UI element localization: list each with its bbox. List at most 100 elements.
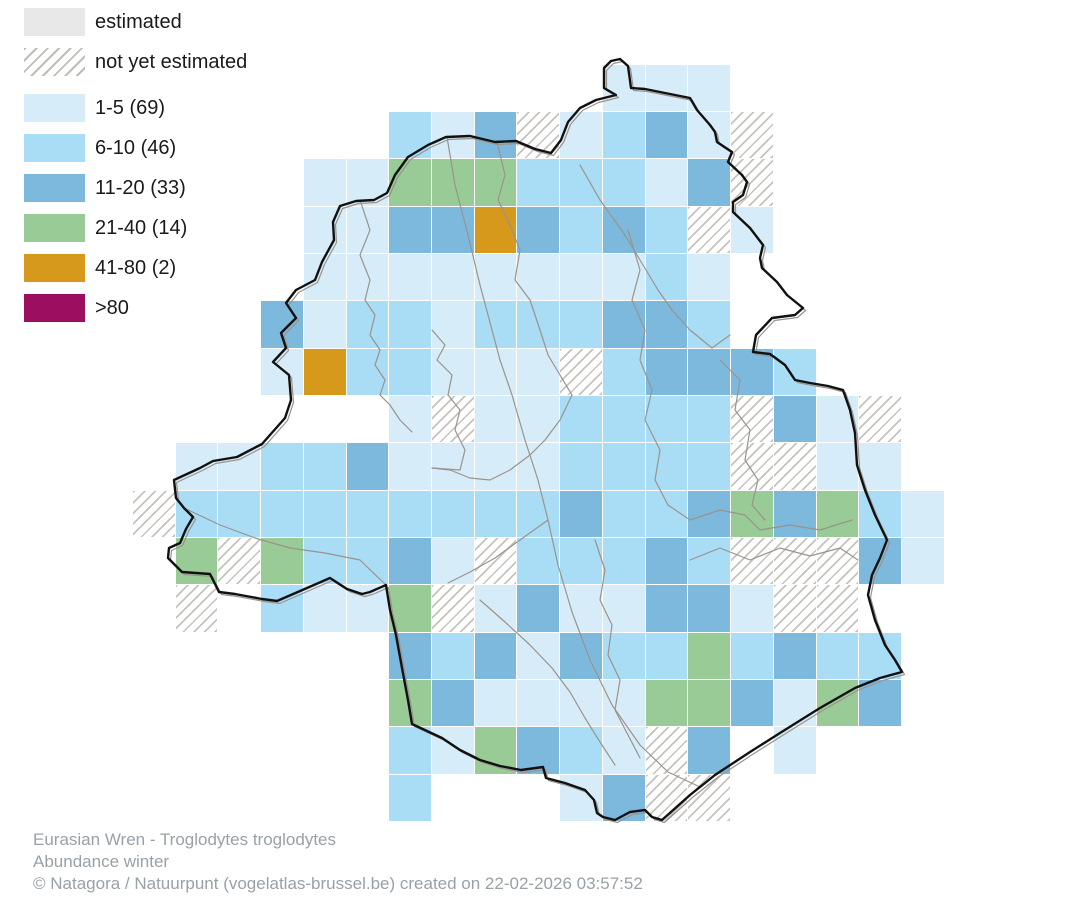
grid-cell-r7-c11 (602, 396, 645, 443)
grid-cell-r12-c10 (560, 632, 602, 679)
grid-cell-r9-c3 (261, 490, 303, 537)
grid-cell-r8-c16 (816, 443, 859, 490)
grid-cell-r11-c9 (517, 585, 560, 632)
grid-cell-r9-c12 (645, 490, 688, 537)
legend-swatch-class-41-80 (24, 254, 85, 282)
grid-cell-r3-c12 (645, 206, 688, 254)
grid-cell-r9-c1 (175, 490, 218, 537)
legend-item-class-6-10: 6-10 (46) (24, 134, 247, 162)
grid-cell-r7-c6 (389, 396, 432, 443)
grid-cell-r3-c11 (602, 206, 645, 254)
grid-cell-r10-c14 (731, 538, 773, 585)
grid-cell-r6-c6 (389, 348, 432, 396)
grid-cell-r11-c5 (346, 585, 389, 632)
legend-label-estimated: estimated (95, 10, 182, 33)
grid-cell-r7-c9 (517, 396, 560, 443)
legend-swatch-class-1-5 (24, 94, 85, 122)
grid-cell-r14-c9 (517, 727, 560, 774)
grid-cell-r15-c10 (560, 774, 602, 821)
grid-cell-r6-c5 (346, 348, 389, 396)
grid-cell-r1-c11 (602, 112, 645, 159)
grid-cell-r9-c5 (346, 490, 389, 537)
grid-cell-r10-c3 (261, 538, 303, 585)
grid-cell-r10-c13 (688, 538, 731, 585)
grid-cell-r13-c8 (474, 679, 517, 727)
grid-cell-r14-c6 (389, 727, 432, 774)
grid-cell-r9-c2 (218, 490, 261, 537)
grid-cell-r11-c6 (389, 585, 432, 632)
grid-cell-r12-c6 (389, 632, 432, 679)
grid-cell-r10-c5 (346, 538, 389, 585)
grid-cell-r15-c12 (645, 774, 688, 821)
grid-cell-r13-c13 (688, 679, 731, 727)
grid-cell-r8-c8 (474, 443, 517, 490)
grid-cell-r9-c0 (133, 490, 175, 537)
grid-cell-r5-c10 (560, 301, 602, 348)
grid-cell-r8-c14 (731, 443, 773, 490)
grid-cell-r13-c17 (859, 679, 901, 727)
grid-cell-r5-c3 (261, 301, 303, 348)
grid-cell-r9-c8 (474, 490, 517, 537)
grid-cell-r8-c15 (773, 443, 816, 490)
grid-cell-r11-c14 (731, 585, 773, 632)
grid-cell-r7-c7 (432, 396, 474, 443)
grid-cell-r10-c18 (901, 538, 944, 585)
grid-cell-r5-c5 (346, 301, 389, 348)
grid-cell-r1-c6 (389, 112, 432, 159)
grid-cell-r13-c10 (560, 679, 602, 727)
grid-cell-r8-c3 (261, 443, 303, 490)
grid-cell-r3-c9 (517, 206, 560, 254)
grid-cell-r7-c10 (560, 396, 602, 443)
grid-cell-r4-c8 (474, 254, 517, 301)
grid-cell-r8-c13 (688, 443, 731, 490)
grid-cell-r11-c8 (474, 585, 517, 632)
grid-cell-r2-c10 (560, 159, 602, 206)
grid-cell-r14-c12 (645, 727, 688, 774)
grid-cell-r7-c12 (645, 396, 688, 443)
grid-cell-r1-c8 (474, 112, 517, 159)
legend-item-class-21-40: 21-40 (14) (24, 214, 247, 242)
grid-cell-r1-c12 (645, 112, 688, 159)
grid-cell-r1-c10 (560, 112, 602, 159)
grid-cell-r8-c10 (560, 443, 602, 490)
grid-cell-r2-c8 (474, 159, 517, 206)
grid-cell-r13-c12 (645, 679, 688, 727)
legend-item-not-yet-estimated: not yet estimated (24, 48, 247, 76)
grid-cell-r15-c11 (602, 774, 645, 821)
grid-cell-r2-c14 (731, 159, 773, 206)
grid-cell-r8-c2 (218, 443, 261, 490)
legend-item-class-gt-80: >80 (24, 294, 247, 322)
grid-cell-r2-c9 (517, 159, 560, 206)
grid-cell-r7-c8 (474, 396, 517, 443)
grid-cell-r13-c14 (731, 679, 773, 727)
grid-cell-r1-c7 (432, 112, 474, 159)
map-footer: Eurasian Wren - Troglodytes troglodytes … (33, 829, 643, 895)
grid-cell-r11-c13 (688, 585, 731, 632)
legend-label-class-gt-80: >80 (95, 296, 129, 319)
legend-label-class-1-5: 1-5 (69) (95, 96, 166, 119)
grid-cell-r1-c9 (517, 112, 560, 159)
legend-label-class-11-20: 11-20 (33) (95, 176, 186, 199)
grid-cell-r13-c9 (517, 679, 560, 727)
season-subtitle: Abundance winter (33, 852, 170, 871)
grid-cell-r12-c15 (773, 632, 816, 679)
map-legend: estimated not yet estimated 1-5 (69) 6-10 (… (24, 8, 247, 334)
grid-cell-r9-c7 (432, 490, 474, 537)
legend-item-estimated: estimated (24, 8, 247, 36)
grid-cell-r14-c13 (688, 727, 731, 774)
grid-cell-r12-c9 (517, 632, 560, 679)
grid-cell-r6-c9 (517, 348, 560, 396)
grid-cell-r10-c9 (517, 538, 560, 585)
grid-cell-r9-c16 (816, 490, 859, 537)
grid-cell-r4-c12 (645, 254, 688, 301)
grid-cell-r11-c11 (602, 585, 645, 632)
grid-cell-r6-c4 (303, 348, 346, 396)
grid-cell-r4-c4 (303, 254, 346, 301)
grid-cell-r6-c12 (645, 348, 688, 396)
grid-cell-r9-c6 (389, 490, 432, 537)
legend-item-class-41-80: 41-80 (2) (24, 254, 247, 282)
grid-cell-r8-c1 (175, 443, 218, 490)
grid-cell-r1-c14 (731, 112, 773, 159)
legend-swatch-class-11-20 (24, 174, 85, 202)
